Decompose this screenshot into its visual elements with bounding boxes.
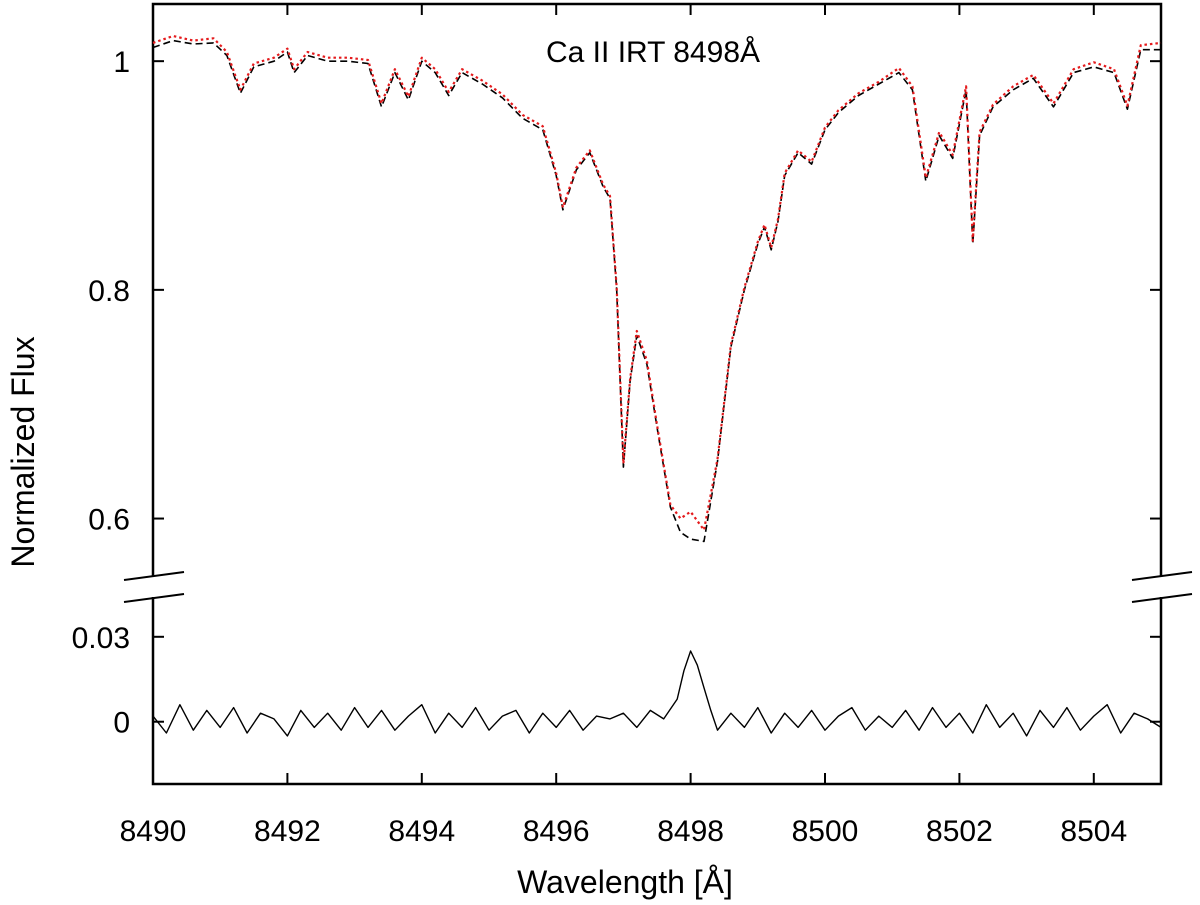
tick-labels-layer: 8490 8492 8494 8496 8498 8500 8502 8504 0.6 0.8 1 0… [72, 46, 1128, 848]
series-line-upper-dashed [152, 39, 1161, 543]
x-tick-label: 8490 [120, 815, 187, 848]
axis-break-gap-left [140, 577, 166, 597]
plot-frame [151, 2, 1163, 786]
x-tick-label: 8496 [523, 815, 590, 848]
x-tick-label: 8492 [254, 815, 321, 848]
y-tick-label-upper: 0.6 [88, 504, 130, 537]
axis-break-gap-right [1148, 577, 1174, 597]
axis-break-mark-right-top [1131, 571, 1193, 581]
x-axis-title: Wavelength [Å] [517, 864, 733, 900]
x-tick-label: 8502 [926, 815, 993, 848]
line-annotation: Ca II IRT 8498Å [546, 36, 760, 69]
y-tick-label-lower: 0.03 [72, 622, 130, 655]
y-tick-label-upper: 1 [113, 46, 130, 79]
axis-break-mark-left-top [123, 571, 185, 581]
y-tick-label-upper: 0.8 [88, 275, 130, 308]
series-line-lower-solid [152, 650, 1162, 737]
y-axis-title: Normalized Flux [5, 336, 41, 567]
x-tick-label: 8498 [657, 815, 724, 848]
x-tick-label: 8500 [792, 815, 859, 848]
ticks-layer [152, 4, 1161, 784]
series-layer [152, 34, 1162, 737]
axis-break-mark-left-bottom [123, 593, 185, 603]
x-tick-label: 8504 [1060, 815, 1127, 848]
series-line-upper-dotted [152, 34, 1162, 532]
x-tick-label: 8494 [388, 815, 455, 848]
axis-break-mark-right-bottom [1131, 593, 1193, 603]
y-tick-label-lower: 0 [113, 707, 130, 740]
